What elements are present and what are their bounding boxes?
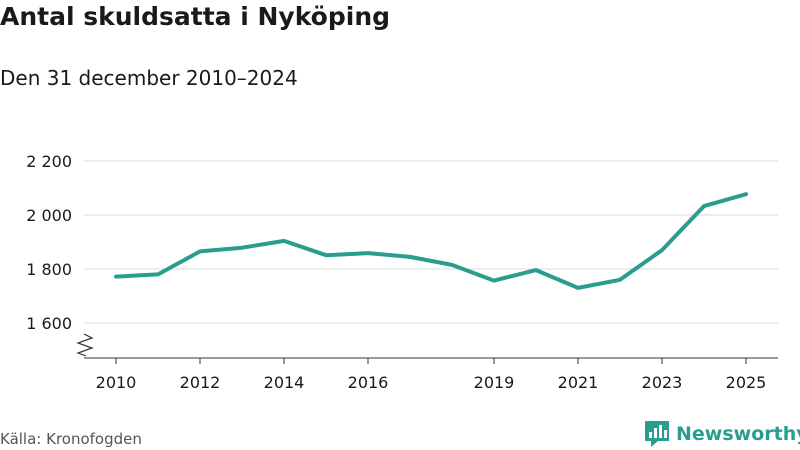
x-tick-label: 2012 [180, 373, 221, 392]
brand-name: Newsworthy [676, 423, 800, 445]
x-tick-label: 2016 [348, 373, 389, 392]
bar-chart-logo-icon [645, 421, 669, 447]
chart-subtitle: Den 31 december 2010–2024 [0, 66, 298, 90]
y-tick-label: 2 000 [26, 206, 72, 225]
x-tick-label: 2023 [642, 373, 683, 392]
x-tick-label: 2025 [726, 373, 767, 392]
brand-logo: Newsworthy [644, 420, 800, 448]
chart-title: Antal skuldsatta i Nyköping [0, 2, 391, 31]
series-line [114, 192, 748, 290]
y-tick-label: 2 200 [26, 152, 72, 171]
x-tick-label: 2021 [558, 373, 599, 392]
x-tick-label: 2019 [474, 373, 515, 392]
y-axis-labels: 1 600 1 800 2 000 2 200 [26, 152, 72, 333]
y-tick-label: 1 600 [26, 314, 72, 333]
y-tick-label: 1 800 [26, 260, 72, 279]
gridlines [84, 160, 778, 324]
x-tick-label: 2010 [96, 373, 137, 392]
x-axis-ticks [115, 358, 747, 364]
x-axis-labels: 2010 2012 2014 2016 2019 2021 2023 2025 [96, 373, 767, 392]
x-tick-label: 2014 [264, 373, 305, 392]
axis-break-icon [76, 333, 94, 357]
source-note: Källa: Kronofogden [0, 430, 142, 448]
